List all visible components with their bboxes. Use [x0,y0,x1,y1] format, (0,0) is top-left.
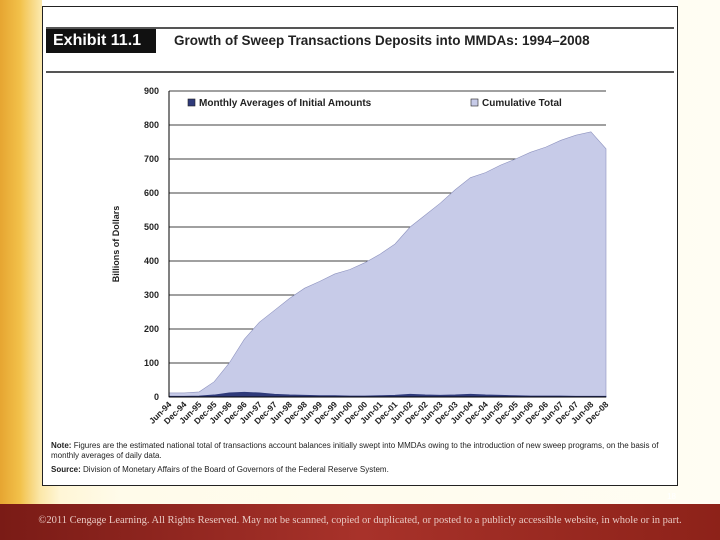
note-label: Note: [51,441,72,450]
y-tick-label: 800 [144,120,159,130]
legend-label-cumulative: Cumulative Total [482,98,562,109]
y-tick-label: 100 [144,358,159,368]
y-tick-label: 900 [144,86,159,96]
legend-swatch-monthly [187,98,196,107]
source-label: Source: [51,465,81,474]
y-tick-label: 0 [154,392,159,402]
copyright-text: ©2011 Cengage Learning. All Rights Reser… [38,515,682,526]
source-paragraph: Source: Division of Monetary Affairs of … [51,465,671,475]
title-band: Exhibit 11.1 Growth of Sweep Transaction… [46,27,674,73]
chart-notes: Note: Figures are the estimated national… [51,441,671,479]
exhibit-frame: Exhibit 11.1 Growth of Sweep Transaction… [42,6,678,486]
note-paragraph: Note: Figures are the estimated national… [51,441,671,461]
y-tick-label: 400 [144,256,159,266]
legend-swatch-cumulative [470,98,479,107]
y-tick-label: 300 [144,290,159,300]
exhibit-label: Exhibit 11.1 [46,29,156,53]
slide-top-band [42,0,678,6]
y-tick-label: 600 [144,188,159,198]
y-tick-label: 500 [144,222,159,232]
y-axis-label: Billions of Dollars [111,206,121,283]
footer-bar: ©2011 Cengage Learning. All Rights Reser… [0,504,720,540]
legend-label-monthly: Monthly Averages of Initial Amounts [199,98,372,109]
sweep-deposits-chart: 0 100 200 300 400 500 600 700 800 900 Billions of … [111,86,611,426]
monthly-averages-area [168,391,607,398]
exhibit-title: Growth of Sweep Transactions Deposits in… [174,33,590,48]
y-tick-label: 700 [144,154,159,164]
y-tick-label: 200 [144,324,159,334]
note-text: Figures are the estimated national total… [51,441,659,460]
source-text: Division of Monetary Affairs of the Boar… [83,465,389,474]
cumulative-total-area [168,131,607,398]
page-number: 18 [667,492,676,501]
